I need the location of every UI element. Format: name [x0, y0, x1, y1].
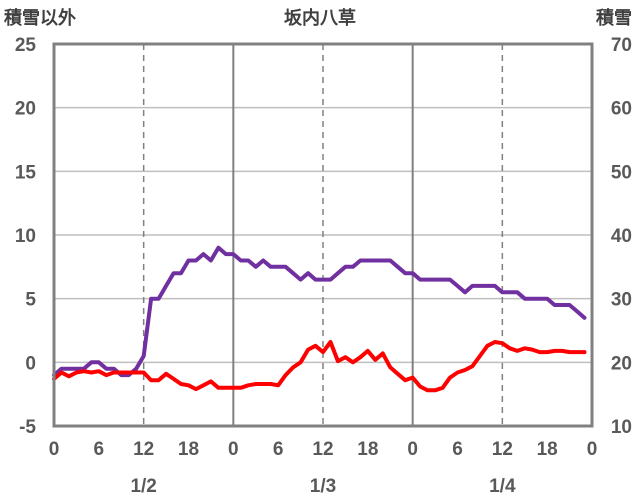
left-y-tick-label: 5: [25, 290, 36, 311]
x-tick-label: 0: [228, 439, 239, 460]
right-y-tick-label: 40: [611, 226, 632, 247]
plot-border: [52, 42, 594, 428]
grid: [54, 44, 592, 426]
right-y-tick-label: 50: [611, 162, 632, 183]
x-tick-label: 12: [312, 439, 333, 460]
left-axis-label: 積雪以外: [3, 7, 76, 29]
right-y-tick-label: 60: [611, 99, 632, 120]
x-tick-label: 18: [178, 439, 199, 460]
date-label: 1/3: [310, 476, 336, 497]
x-tick-label: 6: [452, 439, 463, 460]
x-ticks: 0 6 12 18 0 6 12 18 0 6 12 18 0: [49, 439, 598, 460]
right-axis-label: 積雪: [595, 7, 632, 29]
series-layer: [52, 245, 587, 393]
chart-title: 坂内八草: [284, 7, 356, 29]
left-y-tick-label: 0: [25, 353, 36, 374]
date-label: 1/2: [130, 476, 156, 497]
left-y-tick-label: 20: [15, 99, 36, 120]
left-y-ticks: -5 0 5 10 15 20 25: [15, 35, 37, 438]
left-y-tick-label: 10: [15, 226, 36, 247]
x-tick-label: 6: [273, 439, 284, 460]
x-tick-label: 6: [94, 439, 105, 460]
date-label: 1/4: [489, 476, 516, 497]
series-line-1: [52, 245, 587, 378]
left-y-tick-label: -5: [19, 417, 36, 438]
left-y-tick-label: 15: [15, 162, 37, 183]
x-tick-label: 12: [492, 439, 513, 460]
right-y-tick-label: 20: [611, 353, 632, 374]
x-tick-label: 18: [357, 439, 378, 460]
left-y-tick-label: 25: [15, 35, 37, 56]
x-tick-label: 0: [49, 439, 60, 460]
x-tick-label: 12: [133, 439, 154, 460]
right-y-ticks: 10 20 30 40 50 60 70: [611, 35, 632, 438]
right-y-tick-label: 30: [611, 290, 632, 311]
x-tick-label: 18: [537, 439, 558, 460]
date-labels: 1/2 1/3 1/4: [130, 476, 516, 497]
x-tick-label: 0: [407, 439, 418, 460]
series-line-2: [52, 340, 587, 393]
x-tick-label: 0: [587, 439, 598, 460]
right-y-tick-label: 10: [611, 417, 632, 438]
right-y-tick-label: 70: [611, 35, 632, 56]
